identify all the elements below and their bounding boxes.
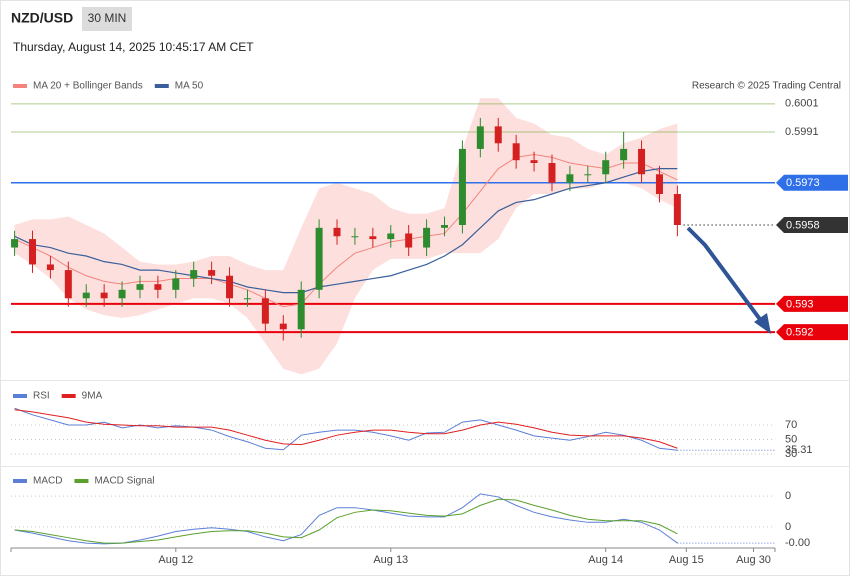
legend-swatch	[13, 479, 27, 483]
legend-swatch	[61, 394, 76, 398]
candle-body	[584, 174, 592, 176]
candle-body	[315, 227, 323, 290]
annotation: Research © 2025 Trading Central	[692, 81, 841, 92]
x-tick-label: Aug 30	[736, 554, 771, 566]
date: Thursday, August 14, 2025 10:45:17 AM CE…	[13, 40, 254, 54]
candle-body	[279, 323, 287, 330]
level-label: 0.6001	[785, 98, 819, 110]
candle-body	[673, 194, 681, 225]
chart-layer: 0.6001 0.5991 0.5973 0.5958 0.593 0.592 MA 20 …	[10, 81, 848, 566]
level-label-tag	[776, 324, 848, 341]
candle-body	[333, 227, 341, 237]
ma-line	[14, 168, 678, 294]
level-label: 0.5973	[786, 177, 820, 189]
candle-body	[423, 227, 431, 248]
candle-body	[530, 160, 538, 163]
candle-body	[369, 236, 377, 240]
legend-swatch	[74, 479, 89, 483]
x-tick-label: Aug 15	[669, 554, 704, 566]
arrow-head	[754, 313, 771, 334]
candle-body	[476, 126, 484, 149]
level-label-tag	[776, 174, 848, 191]
legend-label: MA 50	[175, 81, 204, 92]
legend-swatch	[13, 394, 27, 398]
candle-body	[118, 289, 126, 299]
level-label: 0.5991	[785, 126, 819, 138]
level-label-tag	[776, 295, 848, 312]
y-tick-label: 30	[785, 448, 797, 460]
candle-body	[458, 148, 466, 225]
legend-swatch	[13, 84, 27, 88]
candle-body	[566, 174, 574, 183]
indicator-line	[14, 407, 678, 451]
candle-body	[82, 292, 90, 299]
candle-body	[226, 275, 234, 299]
y-tick-label: 50	[785, 433, 797, 445]
interval: 30 MIN	[88, 11, 127, 25]
legend-label: MACD	[33, 476, 62, 487]
candle-body	[548, 163, 556, 183]
current-value-label: -0.00	[785, 537, 810, 549]
legend-label: MACD Signal	[94, 476, 154, 487]
indicator-line	[14, 409, 678, 449]
interval-box	[82, 7, 132, 31]
candle-body	[638, 148, 646, 175]
x-tick-label: Aug 14	[588, 554, 623, 566]
ma-line	[14, 154, 678, 308]
candle-body	[297, 289, 305, 330]
indicator-line	[14, 498, 678, 544]
level-label: 0.5958	[786, 219, 820, 231]
level-label: 0.593	[786, 298, 814, 310]
candle-body	[136, 284, 144, 290]
legend-swatch	[154, 84, 169, 88]
candle-body	[208, 270, 216, 276]
candle-body	[46, 264, 54, 271]
candle-body	[620, 148, 628, 161]
y-tick-label: 0	[785, 490, 791, 502]
x-tick-label: Aug 13	[373, 554, 408, 566]
symbol: NZD/USD	[11, 10, 73, 26]
x-tick-label: Aug 12	[158, 554, 193, 566]
candle-body	[512, 143, 520, 161]
candle-body	[655, 174, 663, 194]
candle-body	[261, 298, 269, 324]
candle-body	[405, 233, 413, 248]
legend-label: RSI	[33, 391, 50, 402]
y-tick-label: 0	[785, 521, 791, 533]
candle-body	[154, 284, 162, 290]
current-value-label: 35.31	[785, 444, 813, 456]
bollinger-band	[14, 98, 678, 375]
forecast-arrow	[686, 226, 771, 334]
candle-body	[243, 298, 251, 300]
candle-body	[28, 239, 36, 265]
candle-body	[441, 225, 449, 228]
y-tick-label: 70	[785, 419, 797, 431]
candle-body	[172, 278, 180, 290]
candle-body	[494, 126, 502, 144]
candle-body	[100, 292, 108, 299]
candle-body	[190, 270, 198, 279]
candle-body	[351, 236, 359, 238]
candle-body	[602, 160, 610, 175]
legend-label: 9MA	[82, 391, 103, 402]
level-label-tag	[776, 217, 848, 233]
candle-body	[64, 270, 72, 299]
arrow-shaft	[686, 226, 764, 324]
candle-body	[11, 239, 19, 248]
level-label: 0.592	[786, 326, 814, 338]
candle-body	[387, 233, 395, 240]
legend-label: MA 20 + Bollinger Bands	[33, 81, 143, 92]
